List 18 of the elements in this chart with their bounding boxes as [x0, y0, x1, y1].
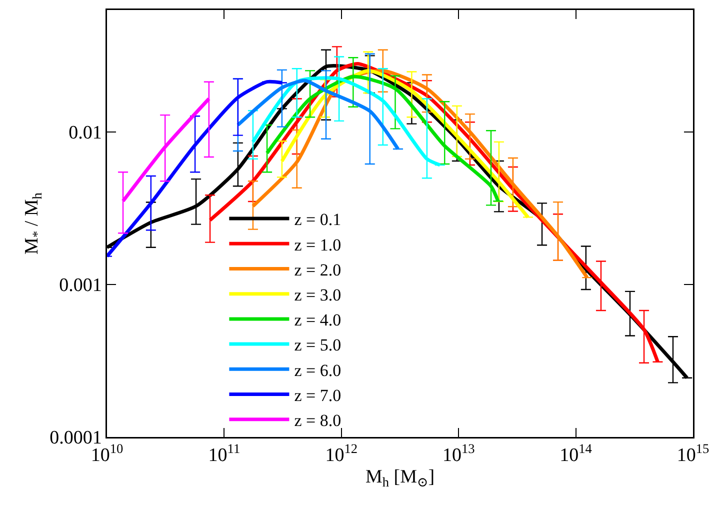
x-tick-label: 10$^{12}$: [325, 441, 358, 466]
legend-label: z = 4.0: [294, 310, 342, 330]
legend-label: z = 1.0: [294, 235, 342, 254]
y-tick-label: 0.001: [59, 275, 102, 296]
x-tick-label: 10$^{13}$: [442, 441, 476, 466]
y-tick-label: 0.0001: [50, 428, 102, 449]
legend-label: z = 0.1: [294, 210, 342, 230]
x-tick-label: 10$^{15}$: [676, 441, 710, 466]
legend-label: z = 7.0: [294, 386, 342, 405]
legend-label: z = 2.0: [294, 260, 342, 280]
legend-label: z = 3.0: [294, 285, 342, 304]
legend-label: z = 5.0: [294, 336, 342, 355]
x-tick-label: 10$^{11}$: [208, 441, 240, 466]
legend-label: z = 6.0: [294, 360, 342, 380]
legend-label: z = 8.0: [294, 410, 342, 430]
x-tick-label: 10$^{14}$: [560, 441, 592, 466]
x-axis-title: M$_{h}$ [M$_{⊙}$]: [365, 466, 435, 490]
y-tick-label: 0.01: [68, 122, 102, 144]
